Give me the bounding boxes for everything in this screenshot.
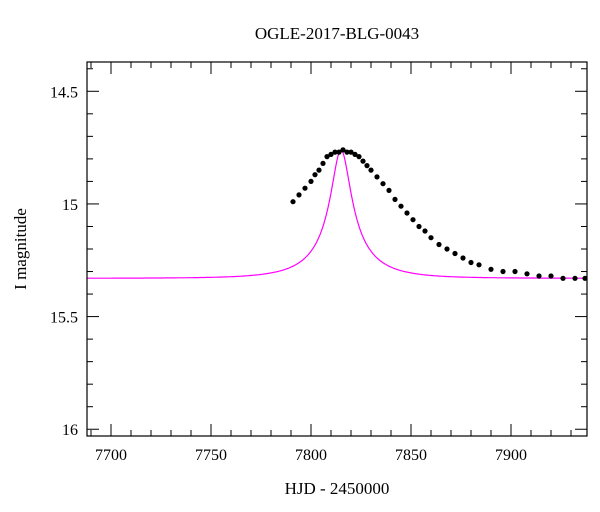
data-point (360, 158, 366, 164)
data-point (548, 273, 554, 279)
data-point (572, 275, 578, 281)
y-tick-label: 15.5 (50, 310, 78, 327)
tick-labels: 7700 7750 7800 7850 7900 14.5 15 15.5 16 (50, 84, 527, 464)
data-point (348, 149, 354, 155)
data-point (444, 246, 450, 252)
x-tick-label: 7850 (395, 447, 427, 464)
data-point (422, 228, 428, 234)
data-point (374, 174, 380, 180)
data-point (392, 196, 398, 202)
x-tick-label: 7800 (295, 447, 327, 464)
data-point (512, 268, 518, 275)
data-point (468, 259, 474, 266)
y-tick-label: 15 (62, 197, 78, 214)
data-point (398, 203, 404, 209)
plot-frame (86, 61, 588, 437)
data-point (352, 151, 358, 157)
data-point (536, 273, 542, 279)
data-point (364, 163, 370, 169)
x-tick-label: 7900 (495, 447, 527, 464)
data-point (436, 241, 442, 248)
data-point (290, 199, 296, 205)
y-tick-label: 14.5 (50, 84, 78, 101)
data-point (324, 154, 330, 160)
data-point (460, 255, 466, 261)
data-point (328, 151, 334, 157)
data-point (296, 192, 302, 198)
data-point (386, 187, 392, 193)
data-point (488, 266, 494, 272)
data-point (524, 271, 530, 277)
data-point (368, 167, 374, 173)
data-points (290, 147, 588, 281)
y-axis-title: I magnitude (11, 208, 30, 290)
data-point (404, 210, 410, 216)
data-point (416, 223, 422, 230)
data-point (336, 149, 342, 155)
data-point (452, 250, 458, 257)
chart-title: OGLE-2017-BLG-0043 (255, 24, 419, 43)
data-point (476, 262, 482, 268)
data-point (340, 147, 346, 153)
data-point (312, 172, 318, 178)
data-point (582, 275, 588, 281)
data-point (344, 149, 350, 155)
data-point (302, 185, 308, 191)
x-tick-label: 7700 (95, 447, 127, 464)
x-tick-label: 7750 (195, 447, 227, 464)
axis-ticks (87, 62, 587, 436)
data-point (356, 154, 362, 160)
data-point (380, 181, 386, 187)
data-point (316, 167, 322, 173)
model-curve (87, 149, 587, 279)
data-point (428, 235, 434, 241)
data-point (332, 149, 338, 155)
data-point (308, 178, 314, 184)
data-point (560, 275, 566, 281)
x-axis-title: HJD - 2450000 (285, 479, 390, 498)
y-tick-label: 16 (62, 422, 78, 439)
data-point (500, 268, 506, 275)
data-point (410, 217, 416, 223)
data-point (320, 160, 326, 166)
